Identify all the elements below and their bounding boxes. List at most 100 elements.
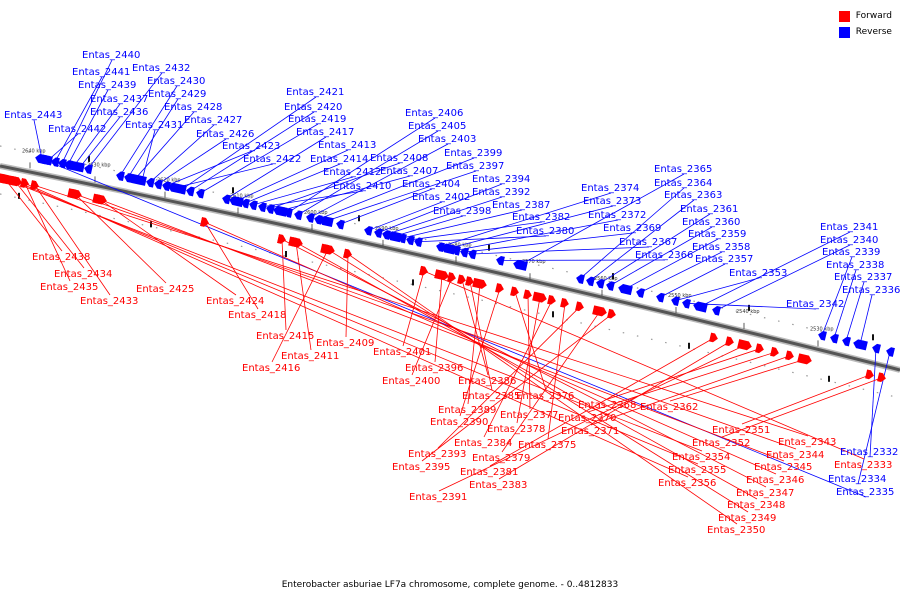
gene-label: Entas_2406 <box>405 108 463 119</box>
gene-body <box>560 297 569 308</box>
gene-body <box>495 283 504 293</box>
reverse-gene-arrow <box>387 231 402 243</box>
gene-label: Entas_2352 <box>692 438 750 449</box>
reverse-gene-arrow <box>294 210 303 221</box>
tick-label: 2560 kbp <box>594 276 618 282</box>
leader-line <box>639 251 723 293</box>
leader-line <box>199 123 319 194</box>
gene-label: Entas_2443 <box>4 110 62 121</box>
leader-line <box>385 196 503 235</box>
reverse-gene-arrow <box>576 274 585 285</box>
reverse-gene-arrow <box>406 235 415 246</box>
leader-line <box>134 111 195 180</box>
gene-body <box>44 155 53 166</box>
gene-label: Entas_2378 <box>487 424 545 435</box>
reverse-gene-arrow <box>452 245 461 256</box>
gene-label: Entas_2370 <box>558 413 616 424</box>
leader-line <box>33 119 43 160</box>
legend: Forward Reverse <box>838 8 892 40</box>
leader-line <box>347 253 738 525</box>
leader-line <box>461 279 489 376</box>
leader-line <box>87 72 163 170</box>
reverse-gene-arrow <box>468 249 477 260</box>
leader-line <box>519 173 685 266</box>
gene-label: Entas_2351 <box>712 425 770 436</box>
feature-marker <box>232 187 234 194</box>
gene-body <box>441 243 456 255</box>
gene-body <box>364 226 373 236</box>
leader-line <box>181 96 317 190</box>
leader-line <box>437 306 581 449</box>
gene-label: Entas_2366 <box>635 250 693 261</box>
tick-label: 2600 kbp <box>304 210 328 216</box>
gene-body <box>186 186 195 197</box>
reverse-gene-arrow <box>154 179 163 190</box>
gene-label: Entas_2415 <box>256 331 314 342</box>
forward-gene-arrow <box>472 277 487 289</box>
gene-label: Entas_2342 <box>786 299 844 310</box>
forward-gene-arrow <box>447 272 456 282</box>
gene-body <box>116 171 125 182</box>
leader-line <box>67 89 109 165</box>
gene-body <box>830 333 839 344</box>
gene-body <box>419 265 428 276</box>
forward-gene-arrow <box>343 248 352 259</box>
feature-marker <box>358 215 360 222</box>
gene-label: Entas_2442 <box>48 124 106 135</box>
reverse-gene-arrow <box>853 339 868 351</box>
gene-label: Entas_2385 <box>462 391 520 402</box>
reverse-gene-arrow <box>441 243 456 255</box>
reverse-gene-arrow <box>138 176 147 186</box>
gene-body <box>452 245 461 256</box>
gene-body <box>241 198 250 209</box>
gene-label: Entas_2381 <box>460 467 518 478</box>
gene-label: Entas_2382 <box>512 212 570 223</box>
leader-line <box>14 180 85 269</box>
gene-label: Entas_2429 <box>148 89 206 100</box>
leader-line <box>579 187 685 280</box>
gene-label: Entas_2426 <box>196 129 254 140</box>
leader-line <box>469 281 493 391</box>
gene-label: Entas_2437 <box>90 94 148 105</box>
leader-line <box>14 180 699 465</box>
gene-body <box>336 219 345 230</box>
gene-label: Entas_2344 <box>766 450 824 461</box>
gene-label: Entas_2334 <box>828 474 886 485</box>
forward-gene-arrow <box>592 305 607 317</box>
gene-label: Entas_2397 <box>446 161 504 172</box>
leader-line <box>609 226 713 286</box>
leader-line <box>857 351 891 485</box>
leader-line <box>204 221 777 475</box>
leader-line <box>869 348 877 458</box>
gene-body <box>51 157 60 168</box>
feature-marker <box>285 251 287 258</box>
reverse-gene-arrow <box>586 276 595 287</box>
reverse-gene-arrow <box>496 255 505 266</box>
feature-marker <box>18 192 20 199</box>
leader-line <box>261 190 364 208</box>
reverse-gene-arrow <box>374 228 383 239</box>
gene-label: Entas_2346 <box>746 475 804 486</box>
forward-gene-arrow <box>575 301 584 312</box>
gene-label: Entas_2384 <box>454 438 512 449</box>
gene-body <box>693 301 708 313</box>
gene-label: Entas_2441 <box>72 67 130 78</box>
leader-line <box>669 358 806 402</box>
gene-label: Entas_2410 <box>333 181 391 192</box>
gene-body <box>709 332 718 343</box>
gene-body <box>249 200 258 211</box>
gene-label: Entas_2412 <box>323 167 381 178</box>
gene-body <box>636 288 645 298</box>
leader-line <box>741 374 871 425</box>
gene-label: Entas_2399 <box>444 148 502 159</box>
leader-line <box>421 313 613 462</box>
leader-line <box>589 199 695 282</box>
reverse-gene-arrow <box>229 196 244 208</box>
gene-body <box>465 276 474 286</box>
feature-marker <box>612 273 614 280</box>
leader-line <box>498 341 731 480</box>
gene-body <box>532 291 547 303</box>
gene-label: Entas_2379 <box>472 453 530 464</box>
gene-body <box>877 372 886 383</box>
genome-caption: Enterobacter asburiae LF7a chromosome, c… <box>281 580 619 590</box>
